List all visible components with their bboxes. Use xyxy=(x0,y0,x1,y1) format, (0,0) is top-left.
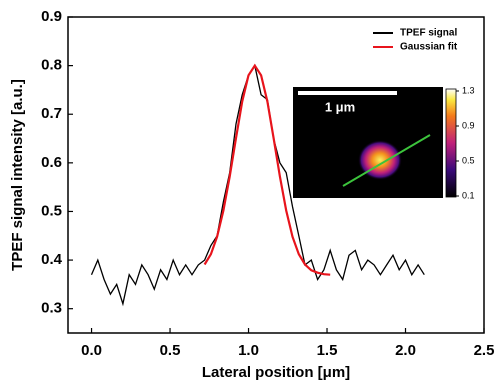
y-tick-label: 0.5 xyxy=(41,202,62,219)
x-axis-label: Lateral position [μm] xyxy=(202,364,350,381)
legend-label: Gaussian fit xyxy=(400,42,458,53)
inset-image xyxy=(293,87,443,198)
y-axis-label: TPEF signal intensity [a.u.] xyxy=(9,79,26,271)
x-tick-label: 0.0 xyxy=(81,342,102,359)
x-tick-label: 1.0 xyxy=(238,342,259,359)
y-tick-label: 0.8 xyxy=(41,57,62,74)
inset: 1 μm xyxy=(293,87,456,198)
colorbar-tick-label: 1.3 xyxy=(462,85,475,95)
colorbar-tick-label: 0.5 xyxy=(462,155,475,165)
legend-label: TPEF signal xyxy=(400,28,457,39)
x-tick-label: 1.5 xyxy=(317,342,338,359)
colorbar xyxy=(446,89,456,197)
x-tick-label: 2.0 xyxy=(395,342,416,359)
y-tick-label: 0.9 xyxy=(41,8,62,25)
chart: Lateral position [μm] TPEF signal intens… xyxy=(0,0,500,383)
colorbar-tick-label: 0.1 xyxy=(462,190,475,200)
y-tick-label: 0.7 xyxy=(41,105,62,122)
x-tick-label: 2.5 xyxy=(474,342,495,359)
inset-scale-label: 1 μm xyxy=(325,99,355,114)
colorbar-tick-label: 0.9 xyxy=(462,120,475,130)
y-tick-label: 0.3 xyxy=(41,300,62,317)
y-tick-label: 0.4 xyxy=(41,251,63,268)
x-tick-label: 0.5 xyxy=(160,342,181,359)
y-tick-label: 0.6 xyxy=(41,154,62,171)
